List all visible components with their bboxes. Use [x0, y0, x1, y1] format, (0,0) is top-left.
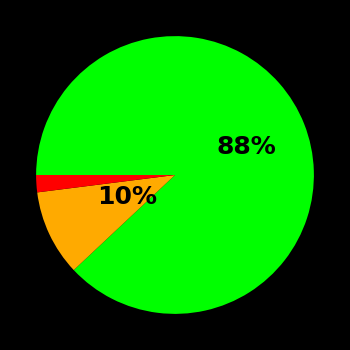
- Text: 10%: 10%: [97, 186, 157, 209]
- Wedge shape: [37, 175, 175, 270]
- Text: 88%: 88%: [216, 135, 276, 159]
- Wedge shape: [36, 175, 175, 192]
- Wedge shape: [36, 36, 314, 314]
